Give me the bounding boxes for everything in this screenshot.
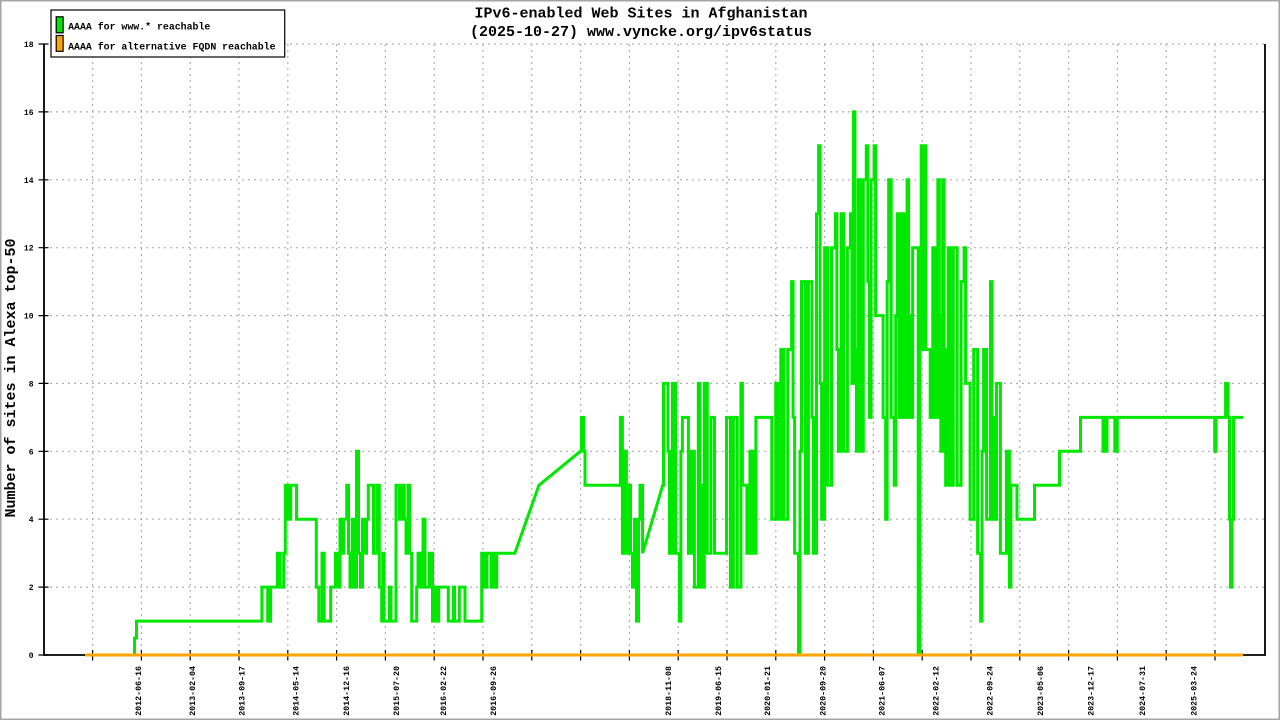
svg-text:4: 4 (29, 516, 34, 525)
svg-text:14: 14 (24, 177, 34, 186)
svg-text:2025-03-24: 2025-03-24 (1191, 666, 1200, 716)
svg-text:2016-02-22: 2016-02-22 (440, 666, 449, 716)
svg-text:6: 6 (29, 448, 34, 457)
svg-text:2019-06-15: 2019-06-15 (715, 666, 724, 716)
svg-text:2020-01-21: 2020-01-21 (764, 666, 773, 716)
svg-text:Number of sites in Alexa top-5: Number of sites in Alexa top-50 (3, 238, 20, 517)
svg-text:AAAA for www.* reachable: AAAA for www.* reachable (68, 21, 210, 32)
svg-text:2014-12-16: 2014-12-16 (343, 666, 352, 716)
svg-text:10: 10 (24, 313, 34, 322)
svg-text:2014-05-14: 2014-05-14 (292, 666, 301, 716)
svg-text:16: 16 (24, 109, 34, 118)
svg-text:8: 8 (29, 380, 34, 389)
svg-text:2020-09-20: 2020-09-20 (820, 666, 829, 716)
svg-text:0: 0 (29, 652, 34, 661)
svg-text:2023-05-06: 2023-05-06 (1037, 666, 1046, 716)
svg-text:2015-07-20: 2015-07-20 (393, 666, 402, 716)
svg-text:2023-12-17: 2023-12-17 (1088, 666, 1097, 716)
svg-text:AAAA for alternative FQDN reac: AAAA for alternative FQDN reachable (68, 41, 275, 52)
svg-text:2012-06-16: 2012-06-16 (135, 666, 144, 716)
svg-text:2016-09-26: 2016-09-26 (490, 666, 499, 716)
svg-text:2: 2 (29, 584, 34, 593)
svg-text:18: 18 (24, 41, 34, 50)
svg-text:2013-02-04: 2013-02-04 (189, 666, 198, 716)
svg-text:2022-09-24: 2022-09-24 (986, 666, 995, 716)
svg-text:12: 12 (24, 245, 34, 254)
svg-text:2021-06-07: 2021-06-07 (878, 666, 887, 716)
svg-text:2022-02-12: 2022-02-12 (933, 666, 942, 716)
svg-text:2018-11-08: 2018-11-08 (665, 666, 674, 716)
svg-text:(2025-10-27) www.vyncke.org/ip: (2025-10-27) www.vyncke.org/ipv6status (470, 24, 812, 41)
svg-text:IPv6-enabled Web Sites in Afgh: IPv6-enabled Web Sites in Afghanistan (474, 6, 807, 23)
svg-text:2013-09-17: 2013-09-17 (239, 666, 248, 716)
svg-text:2024-07-31: 2024-07-31 (1139, 666, 1148, 716)
